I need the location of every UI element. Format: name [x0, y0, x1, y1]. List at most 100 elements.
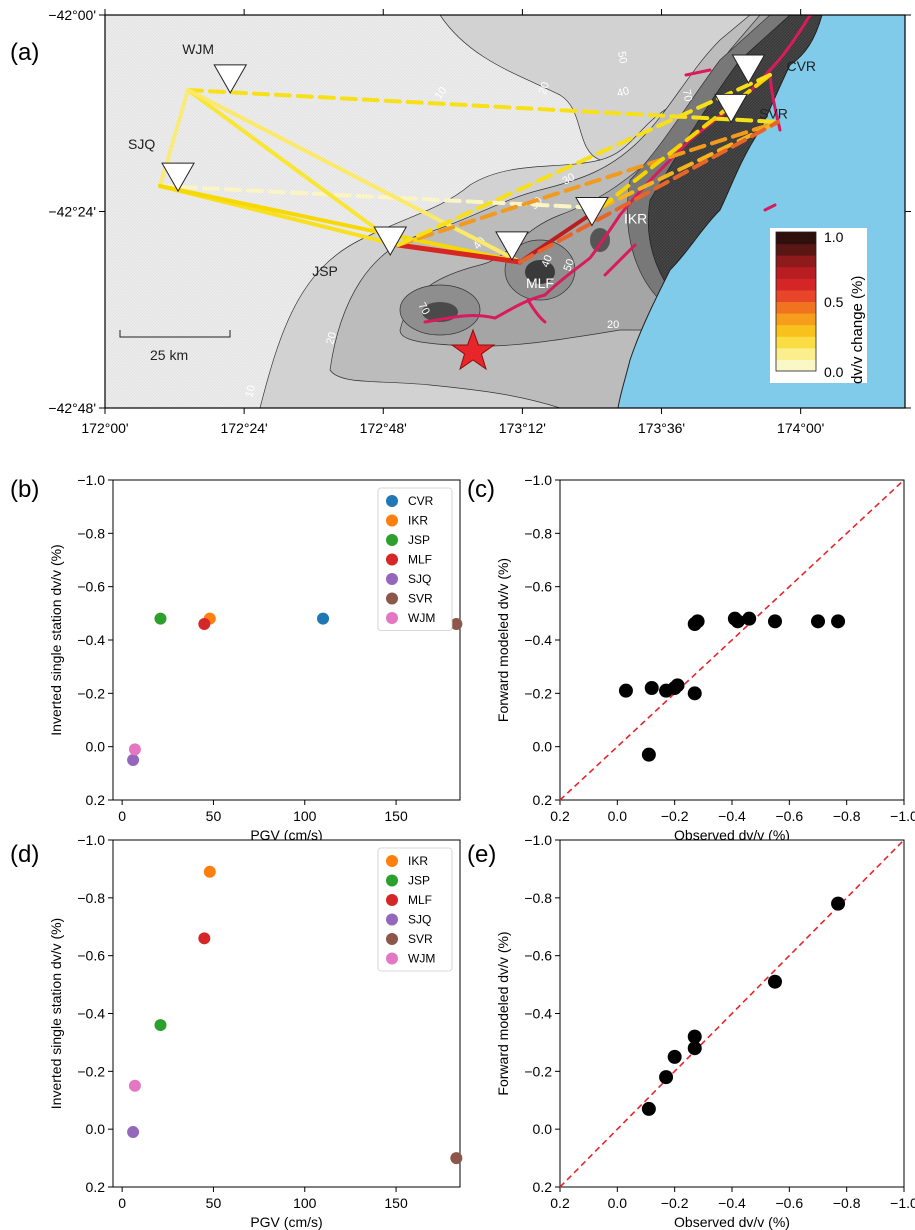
scale-bar-label: 25 km: [150, 347, 188, 363]
chart-panel-d: −1.0 −0.8 −0.6 −0.4 −0.2 0.0 0.2 0 50 100 150 PGV (…: [48, 832, 463, 1230]
colorbar-swatch: [776, 301, 816, 314]
y-tick-label: 0.2: [533, 1179, 553, 1195]
x-tick-label: −0.4: [718, 808, 746, 824]
legend-marker: [386, 612, 398, 624]
y-tick-label: −0.4: [524, 1006, 552, 1022]
y-tick-label: −1.0: [77, 832, 105, 848]
y-tick-label: −0.8: [524, 890, 552, 906]
legend-marker: [386, 855, 398, 867]
legend-label: WJM: [408, 611, 435, 625]
path-MLF-SVR: [518, 120, 780, 264]
y-tick-label: −0.6: [524, 579, 552, 595]
contour-label: 50: [615, 50, 629, 64]
pgv-high-east: [590, 228, 610, 252]
lat-tick-label: −42°24': [48, 204, 96, 220]
lon-tick-label: 174°00': [777, 420, 824, 436]
legend-label: SJQ: [408, 913, 431, 927]
legend-label: JSP: [408, 533, 430, 547]
contour-label: 20: [324, 331, 339, 346]
chart-panel-e: −1.0 −0.8 −0.6 −0.4 −0.2 0.0 0.20.2 0.0 −0.2 −0.4…: [495, 832, 915, 1230]
legend-marker: [386, 952, 398, 965]
one-to-one-line: [559, 839, 905, 1188]
legend-label: SJQ: [408, 572, 431, 586]
y-tick-label: −0.8: [524, 525, 552, 541]
contour-label: 50: [562, 257, 577, 273]
legend-marker: [386, 495, 398, 507]
x-tick-label: −0.6: [776, 1195, 804, 1211]
y-tick-label: −0.6: [524, 948, 552, 964]
x-tick-label: −0.8: [833, 1195, 861, 1211]
data-point-ikr: [203, 865, 216, 878]
colorbar-swatch: [776, 336, 816, 349]
legend-marker: [386, 913, 398, 926]
path-WJM-SJQ: [158, 88, 190, 188]
lon-tick-label: 173°36': [638, 420, 685, 436]
map-panel: 10 20 30 40 50 70 20 20 10 70 40 50 30 4…: [48, 7, 911, 436]
legend-label: IKR: [408, 514, 428, 528]
panel-label-c: (c): [467, 476, 495, 503]
fault-trace: [684, 68, 712, 77]
data-point: [742, 611, 757, 626]
contour-label: 20: [607, 319, 619, 331]
contour-label: 20: [537, 80, 552, 96]
data-point: [831, 896, 846, 911]
colorbar-swatch: [776, 278, 816, 291]
legend-label: CVR: [408, 494, 434, 508]
chart-panel-b: −1.0 −0.8 −0.6 −0.4 −0.2 0.0 0.2 0 50 100 150 PGV (…: [48, 472, 463, 843]
y-tick-label: 0.0: [533, 1121, 553, 1137]
path-JSP-CVR: [396, 73, 772, 247]
station-label-sjq: SJQ: [128, 136, 155, 152]
y-tick-label: 0.2: [86, 792, 106, 808]
y-axis-label: Inverted single station dv/v (%): [48, 918, 64, 1109]
x-axis-label: PGV (cm/s): [250, 1214, 322, 1230]
data-point-mlf: [198, 618, 211, 630]
legend-label: IKR: [408, 854, 428, 868]
contour-label: 40: [616, 85, 631, 100]
x-tick-label: 50: [206, 808, 222, 824]
colorbar-tick: 1.0: [824, 229, 844, 245]
data-point: [690, 614, 705, 629]
y-tick-label: −0.8: [77, 525, 105, 541]
data-point: [687, 1029, 702, 1044]
y-tick-label: −0.2: [524, 1063, 552, 1079]
colorbar-swatch: [776, 266, 816, 279]
x-tick-label: 50: [206, 1195, 222, 1211]
x-tick-label: −0.2: [661, 1195, 689, 1211]
legend-marker: [386, 534, 398, 546]
legend-label: JSP: [408, 874, 430, 888]
x-axis-label: Observed dv/v (%): [674, 827, 790, 843]
epicenter-star-icon: [450, 328, 496, 371]
x-tick-label: 0: [118, 1195, 126, 1211]
y-tick-label: 0.0: [86, 739, 106, 755]
y-tick-label: −1.0: [77, 472, 105, 488]
y-tick-label: −0.4: [77, 632, 105, 648]
x-tick-label: 0.0: [608, 1195, 628, 1211]
data-point-cvr: [317, 612, 330, 625]
colorbar-title: dv/v change (%): [849, 276, 866, 384]
station-marker-wjm: [213, 64, 248, 94]
data-point: [768, 974, 782, 989]
data-point-sjq: [127, 1126, 140, 1139]
one-to-one-line: [559, 479, 905, 801]
legend-label: MLF: [408, 893, 432, 907]
x-tick-label: −0.6: [776, 808, 804, 824]
fault-trace: [768, 15, 812, 72]
lon-tick-label: 172°24': [221, 420, 268, 436]
fault-trace: [543, 213, 622, 297]
colorbar-frame: [775, 231, 817, 372]
x-axis-label: PGV (cm/s): [250, 827, 322, 843]
fault-trace: [603, 243, 637, 277]
path-JSP-MLF: [395, 242, 523, 265]
lon-tick-label: 172°00': [81, 420, 128, 436]
y-tick-label: −0.4: [524, 632, 552, 648]
panel-label-a: (a): [10, 39, 39, 66]
path-IKR-SVR: [598, 120, 780, 210]
data-point-svr: [450, 1152, 463, 1165]
data-point-sjq: [127, 754, 140, 766]
legend-marker: [386, 894, 398, 906]
y-tick-label: −0.2: [77, 1063, 105, 1079]
data-point-svr: [450, 618, 463, 630]
x-tick-label: −1.0: [890, 1195, 915, 1211]
lat-tick-label: −42°48': [48, 400, 96, 416]
data-point: [768, 614, 782, 629]
